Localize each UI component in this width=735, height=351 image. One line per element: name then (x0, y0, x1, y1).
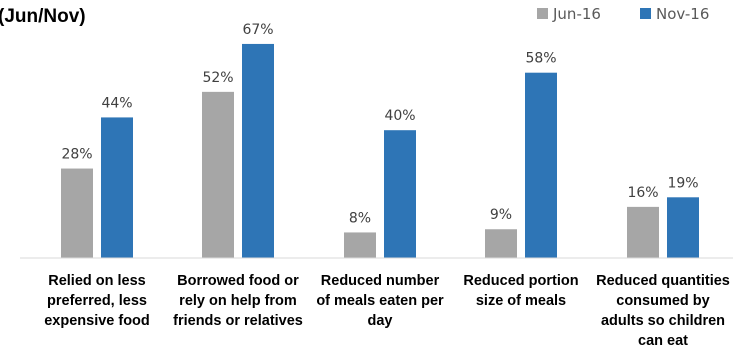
bar-jun-16-3 (485, 229, 517, 258)
legend-swatch-jun-16 (537, 8, 548, 19)
category-label-2-line-0: Reduced number (321, 273, 440, 289)
value-label-jun-16-3: 9% (490, 207, 512, 223)
bar-jun-16-2 (344, 232, 376, 258)
category-label-2-line-2: day (368, 313, 393, 329)
value-label-jun-16-4: 16% (627, 185, 658, 201)
category-label-4-line-3: can eat (638, 333, 688, 349)
category-label-1-line-2: friends or relatives (173, 313, 303, 329)
category-label-1-line-1: rely on help from (179, 293, 297, 309)
bars-group (61, 43, 699, 259)
category-label-4-line-2: adults so children (601, 313, 725, 329)
bar-nov-16-2 (384, 130, 416, 258)
category-label-0-line-0: Relied on less (48, 273, 146, 289)
category-label-3-line-1: size of meals (476, 293, 566, 309)
value-label-nov-16-2: 40% (384, 108, 415, 124)
bar-nov-16-0 (101, 117, 133, 258)
value-label-nov-16-3: 58% (525, 51, 556, 67)
category-label-3-line-0: Reduced portion (463, 273, 578, 289)
category-label-0-line-1: preferred, less (47, 293, 147, 309)
legend: Jun-16 Nov-16 (537, 5, 709, 23)
legend-swatch-nov-16 (640, 8, 651, 19)
chart-title-fragment: (Jun/Nov) (0, 6, 86, 27)
value-label-nov-16-1: 67% (242, 22, 273, 38)
category-labels-group: Relied on less preferred, less expensive f… (44, 273, 730, 349)
value-labels-group: 28% 44% 52% 67% 8% 40% 9% 58% 16% 19% (61, 22, 698, 227)
value-label-jun-16-1: 52% (202, 70, 233, 86)
bar-jun-16-1 (202, 91, 234, 258)
bar-jun-16-0 (61, 168, 93, 258)
bar-nov-16-3 (525, 72, 557, 258)
category-label-2-line-1: of meals eaten per (316, 293, 444, 309)
value-label-jun-16-2: 8% (349, 210, 371, 226)
bar-nov-16-1 (242, 43, 274, 259)
category-label-4-line-0: Reduced quantities (596, 273, 730, 289)
value-label-jun-16-0: 28% (61, 147, 92, 163)
value-label-nov-16-0: 44% (101, 95, 132, 111)
legend-label-nov-16: Nov-16 (656, 5, 709, 23)
category-label-1-line-0: Borrowed food or (177, 273, 299, 289)
value-label-nov-16-4: 19% (667, 175, 698, 191)
category-label-0-line-2: expensive food (44, 313, 150, 329)
legend-label-jun-16: Jun-16 (552, 5, 601, 23)
bar-nov-16-4 (667, 197, 699, 258)
category-label-4-line-1: consumed by (616, 293, 709, 309)
bar-jun-16-4 (627, 206, 659, 258)
